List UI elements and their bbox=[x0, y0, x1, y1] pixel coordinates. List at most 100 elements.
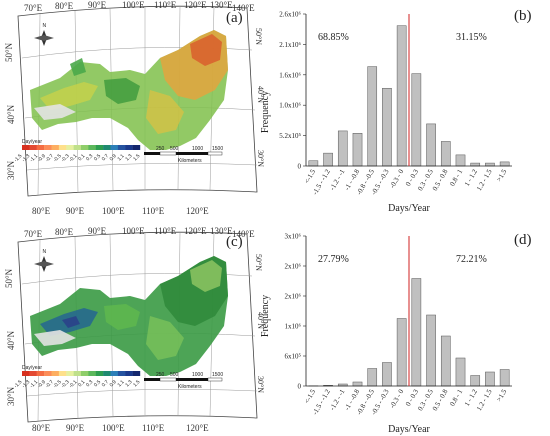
histogram-d-y-axis-title: Frequency bbox=[260, 295, 271, 337]
legend-color-step bbox=[88, 371, 96, 376]
map-c-top-lon-130: 130°E bbox=[210, 226, 233, 236]
map-c-left-lat-30: 30°N bbox=[6, 386, 16, 406]
legend-tick-label: -0.5 bbox=[52, 379, 62, 389]
map-c-scale-250: 250 bbox=[156, 372, 165, 378]
map-c-bottom-lon-120: 120°E bbox=[186, 423, 209, 433]
map-c-bottom-lon-80: 80°E bbox=[32, 423, 51, 433]
map-c-right-lat-30: 30°N bbox=[256, 376, 265, 393]
x-tick-label: 0.8 - 1 bbox=[448, 168, 464, 188]
legend-color-step bbox=[132, 145, 141, 150]
histogram-bar bbox=[308, 160, 319, 167]
histogram-bar bbox=[337, 130, 348, 167]
map-a-scale-250: 250 bbox=[156, 146, 165, 152]
legend-color-step bbox=[66, 145, 74, 150]
histogram-bar bbox=[426, 314, 436, 387]
histogram-bar bbox=[396, 318, 407, 387]
map-c-top-lon-70: 70°E bbox=[24, 229, 43, 239]
panel-label-b: (b) bbox=[514, 8, 532, 24]
legend-color-step bbox=[36, 145, 45, 150]
histogram-bar bbox=[455, 357, 466, 387]
histogram-d-bars bbox=[308, 278, 510, 387]
map-c-data bbox=[30, 256, 228, 376]
map-c-scale-bar: 250 500 1000 1500 Kilometers bbox=[144, 372, 223, 390]
map-c-top-lon-120: 120°E bbox=[184, 226, 207, 236]
x-tick-label: 0.8 - 1 bbox=[448, 388, 464, 408]
legend-tick-label: 0.1 bbox=[77, 153, 86, 162]
map-a-scale-unit: Kilometers bbox=[178, 158, 202, 164]
x-tick-label: <-1.5 bbox=[303, 388, 318, 405]
map-c-top-lon-140: 140°E bbox=[232, 229, 255, 239]
panel-label-d: (d) bbox=[514, 232, 532, 248]
legend-tick-label: -1.5 bbox=[13, 153, 23, 163]
legend-color-step bbox=[103, 145, 111, 150]
map-a-bottom-lon-120: 120°E bbox=[186, 206, 209, 216]
legend-tick-label: 0.3 bbox=[85, 153, 94, 162]
histogram-panel-b: 0 5.2x10⁵ 1.0x10⁶ 1.6x10⁶ 2.1x10⁶ 2.6x10⁶ <-1… bbox=[260, 8, 532, 214]
legend-tick-label: -0.9 bbox=[37, 153, 47, 163]
legend-tick-label: -0.7 bbox=[45, 379, 55, 389]
map-a-bottom-lon-80: 80°E bbox=[32, 206, 51, 216]
legend-tick-label: -1.1 bbox=[29, 379, 39, 389]
y-tick-label: 2x10⁶ bbox=[285, 263, 302, 271]
legend-color-step bbox=[110, 371, 119, 376]
x-tick-label: <-1.5 bbox=[303, 168, 318, 185]
legend-tick-label: -0.3 bbox=[60, 153, 70, 163]
y-tick-label: 1x10⁶ bbox=[285, 323, 302, 331]
histogram-b-left-percent: 68.85% bbox=[318, 32, 349, 43]
map-a-data bbox=[30, 30, 228, 150]
histogram-bar bbox=[352, 133, 363, 167]
legend-color-step bbox=[117, 145, 126, 150]
legend-tick-label: -1.1 bbox=[29, 153, 39, 163]
legend-color-step bbox=[95, 371, 104, 376]
legend-color-step bbox=[58, 145, 67, 150]
map-a-bottom-lon-90: 90°E bbox=[66, 206, 85, 216]
histogram-bar bbox=[485, 162, 495, 167]
histogram-b-y-axis-title: Frequency bbox=[260, 91, 271, 133]
map-c-coordinate-labels: 70°E 80°E 90°E 100°E 110°E 120°E 130°E 1… bbox=[4, 226, 265, 433]
histogram-bar bbox=[411, 278, 422, 387]
legend-color-step bbox=[36, 371, 45, 376]
map-a-left-lat-40: 40°N bbox=[6, 104, 16, 124]
legend-color-step bbox=[66, 371, 74, 376]
map-a-legend-title: Day/year bbox=[22, 139, 42, 145]
y-tick-label: 3x10⁶ bbox=[285, 233, 302, 241]
map-c-left-lat-40: 40°N bbox=[6, 330, 16, 350]
legend-color-step bbox=[103, 371, 111, 376]
map-c-right-lat-40: 40°N bbox=[256, 312, 265, 329]
map-c-scale-1000: 1000 bbox=[192, 372, 203, 378]
legend-color-step bbox=[73, 145, 82, 150]
map-c-legend-colorbar bbox=[22, 371, 141, 376]
histogram-d-y-ticks: 0 6x10⁵ 1x10⁶ 2x10⁶ 2x10⁶ 3x10⁶ bbox=[285, 233, 306, 391]
map-c-north-label: N bbox=[43, 249, 47, 255]
legend-tick-label: 0.7 bbox=[101, 153, 110, 162]
legend-tick-label: 0.1 bbox=[77, 379, 86, 388]
y-tick-label: 1.6x10⁶ bbox=[279, 71, 301, 79]
x-tick-label: 0.5 - 0.8 bbox=[431, 388, 450, 413]
histogram-bar bbox=[323, 152, 333, 167]
histogram-d-right-percent: 72.21% bbox=[456, 254, 487, 265]
legend-color-step bbox=[22, 371, 30, 376]
legend-color-step bbox=[51, 145, 60, 150]
map-a-top-lon-140: 140°E bbox=[232, 3, 255, 13]
map-a-legend: Day/year -1.5-1.3-1.1-0.9-0.7-0.5-0.3-0.… bbox=[13, 139, 141, 164]
histogram-d-x-axis-title: Days/Year bbox=[388, 424, 430, 435]
map-a-legend-ticks: -1.5-1.3-1.1-0.9-0.7-0.5-0.3-0.10.10.30.… bbox=[13, 153, 141, 163]
legend-tick-label: 1.5 bbox=[132, 379, 141, 388]
legend-color-step bbox=[125, 371, 133, 376]
map-panel-c: N Day/year -1.5-1.3-1.1-0.9-0.7-0.5-0.3-… bbox=[4, 226, 265, 433]
y-tick-label: 0 bbox=[298, 383, 302, 391]
map-a-coordinate-labels: 70°E 80°E 90°E 100°E 110°E 120°E 130°E 1… bbox=[4, 0, 265, 216]
x-tick-label: 1.2 - 1.5 bbox=[475, 168, 494, 193]
map-c-scale-1500: 1500 bbox=[212, 372, 223, 378]
histogram-bar bbox=[352, 381, 363, 387]
histogram-bar bbox=[470, 375, 481, 387]
map-a-top-lon-110: 110°E bbox=[154, 0, 177, 10]
histogram-bar bbox=[367, 368, 378, 387]
x-tick-label: >1.5 bbox=[495, 388, 509, 403]
legend-tick-label: 0.9 bbox=[109, 379, 118, 388]
map-c-top-lon-80: 80°E bbox=[55, 227, 74, 237]
y-tick-label: 0 bbox=[298, 163, 302, 171]
x-tick-label: 0.5 - 0.8 bbox=[431, 168, 450, 193]
histogram-b-right-percent: 31.15% bbox=[456, 32, 487, 43]
legend-color-step bbox=[125, 145, 133, 150]
